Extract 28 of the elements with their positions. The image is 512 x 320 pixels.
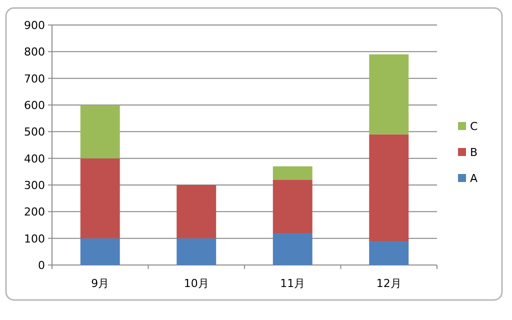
y-tick-label: 900: [24, 19, 45, 32]
x-tick-label: 9月: [91, 277, 110, 290]
y-tick-label: 500: [24, 126, 45, 139]
x-tick-label: 10月: [184, 277, 209, 290]
bar: [369, 54, 409, 134]
y-tick-label: 0: [38, 259, 45, 272]
bar: [80, 105, 120, 158]
bar: [80, 238, 120, 265]
bar: [176, 238, 216, 265]
legend-label: A: [470, 172, 478, 185]
y-tick-label: 200: [24, 206, 45, 219]
y-tick-label: 800: [24, 46, 45, 59]
bar: [176, 185, 216, 238]
bar: [272, 166, 312, 180]
y-tick-label: 300: [24, 179, 45, 192]
legend-label: B: [470, 146, 478, 159]
bar: [272, 180, 312, 233]
y-tick-label: 700: [24, 72, 45, 86]
y-tick-label: 100: [24, 232, 45, 246]
y-tick-label: 400: [24, 152, 45, 166]
bar: [80, 158, 120, 238]
x-tick-label: 11月: [280, 277, 306, 290]
legend-label: C: [470, 120, 478, 133]
bar: [272, 233, 312, 265]
y-tick-label: 600: [24, 99, 45, 112]
bar: [369, 134, 409, 241]
x-tick-label: 12月: [376, 277, 402, 290]
bar: [369, 241, 409, 265]
